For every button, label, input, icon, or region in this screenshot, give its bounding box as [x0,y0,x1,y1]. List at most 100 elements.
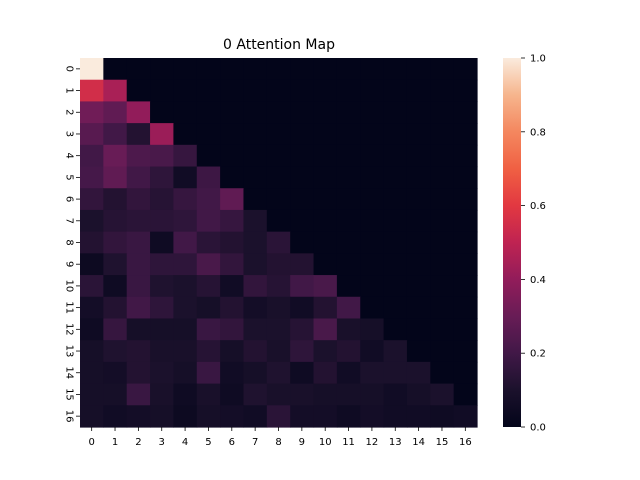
y-tick-label: 4 [64,152,75,158]
heatmap-cell-6-1 [103,188,128,211]
heatmap-cell-8-4 [173,231,198,254]
heatmap-cell-3-15 [430,123,455,146]
heatmap-cell-9-15 [430,253,455,276]
heatmap-cell-5-0 [80,166,104,189]
y-tick-label: 16 [64,410,75,423]
x-axis-ticks: 0 1 2 3 4 5 6 7 8 9 10 11 12 13 14 15 16 [88,427,472,448]
colorbar-tick-label: 1.0 [530,54,546,65]
heatmap-cell-3-3 [150,123,175,146]
heatmap-cell-9-5 [196,253,221,276]
y-tick-label: 2 [64,109,75,115]
heatmap-cell-16-0 [80,405,104,428]
heatmap-cell-11-1 [103,296,128,320]
heatmap-cell-12-9 [290,318,315,341]
heatmap-cell-15-16 [453,383,478,406]
heatmap-cell-14-5 [196,361,221,385]
heatmap-cell-5-16 [453,166,478,189]
heatmap-cell-13-13 [383,340,408,363]
heatmap-cell-2-2 [126,101,151,124]
heatmap-cell-2-6 [220,101,245,124]
heatmap-cell-8-1 [103,231,128,254]
heatmap-cell-16-6 [220,405,245,428]
heatmap-cell-2-16 [453,101,478,124]
heatmap-cell-8-9 [290,231,315,254]
heatmap-cell-1-8 [266,79,291,103]
heatmap-cell-3-8 [266,123,291,146]
heatmap-cell-9-9 [290,253,315,276]
heatmap-cell-1-13 [383,79,408,103]
heatmap-cell-12-3 [150,318,175,341]
heatmap-cell-5-10 [313,166,338,189]
heatmap-cell-1-1 [103,79,128,103]
heatmap-cell-5-5 [196,166,221,189]
heatmap-cell-0-3 [150,58,175,81]
heatmap-cell-9-8 [266,253,291,276]
heatmap-cell-14-0 [80,361,104,385]
heatmap-cell-7-11 [336,209,361,233]
y-tick-label: 0 [64,66,75,72]
heatmap-cell-0-8 [266,58,291,81]
heatmap-cell-1-9 [290,79,315,103]
heatmap-cell-7-8 [266,209,291,233]
heatmap-cell-9-1 [103,253,128,276]
heatmap-cell-15-8 [266,383,291,406]
heatmap-cell-12-16 [453,318,478,341]
y-tick-label: 13 [64,345,75,358]
heatmap-cell-5-11 [336,166,361,189]
heatmap-cell-11-12 [360,296,385,320]
heatmap-cell-0-13 [383,58,408,81]
heatmap-cell-10-0 [80,275,104,298]
heatmap-cell-1-3 [150,79,175,103]
heatmap-cell-6-4 [173,188,198,211]
heatmap-cell-16-10 [313,405,338,428]
heatmap-cell-7-15 [430,209,455,233]
heatmap-cell-13-11 [336,340,361,363]
heatmap-cell-12-14 [406,318,431,341]
heatmap-cell-10-15 [430,275,455,298]
heatmap-cell-10-5 [196,275,221,298]
heatmap-cell-4-11 [336,144,361,168]
x-tick-label: 7 [252,437,258,448]
heatmap-cell-1-0 [80,79,104,103]
heatmap-cell-16-3 [150,405,175,428]
heatmap-cell-7-9 [290,209,315,233]
heatmap-cell-15-7 [243,383,268,406]
heatmap-cell-8-12 [360,231,385,254]
heatmap-cell-6-12 [360,188,385,211]
colorbar-ticks: 0.0 0.2 0.4 0.6 0.8 1.0 [521,54,546,434]
heatmap-cell-8-2 [126,231,151,254]
heatmap-cell-1-16 [453,79,478,103]
heatmap-cell-12-15 [430,318,455,341]
heatmap-cell-7-12 [360,209,385,233]
x-tick-label: 16 [459,437,472,448]
heatmap-cell-12-5 [196,318,221,341]
heatmap-cell-14-4 [173,361,198,385]
heatmap-cell-12-2 [126,318,151,341]
heatmap-cell-9-4 [173,253,198,276]
heatmap-cell-7-0 [80,209,104,233]
heatmap-cell-15-10 [313,383,338,406]
heatmap-cell-5-8 [266,166,291,189]
heatmap-cell-2-1 [103,101,128,124]
heatmap-cell-12-7 [243,318,268,341]
heatmap-cell-13-0 [80,340,104,363]
heatmap-cell-11-16 [453,296,478,320]
heatmap-cell-4-10 [313,144,338,168]
heatmap-cell-0-9 [290,58,315,81]
heatmap-cell-5-2 [126,166,151,189]
heatmap-cell-6-14 [406,188,431,211]
heatmap-cell-11-3 [150,296,175,320]
heatmap-cell-15-15 [430,383,455,406]
heatmap-cell-6-15 [430,188,455,211]
heatmap-cell-12-4 [173,318,198,341]
heatmap-cell-15-1 [103,383,128,406]
heatmap-cell-4-2 [126,144,151,168]
heatmap-cell-3-10 [313,123,338,146]
x-tick-label: 10 [319,437,332,448]
heatmap-cell-2-0 [80,101,104,124]
y-tick-label: 10 [64,280,75,293]
heatmap-cell-5-3 [150,166,175,189]
heatmap-cell-15-9 [290,383,315,406]
heatmap-cell-5-12 [360,166,385,189]
x-tick-label: 12 [366,437,379,448]
